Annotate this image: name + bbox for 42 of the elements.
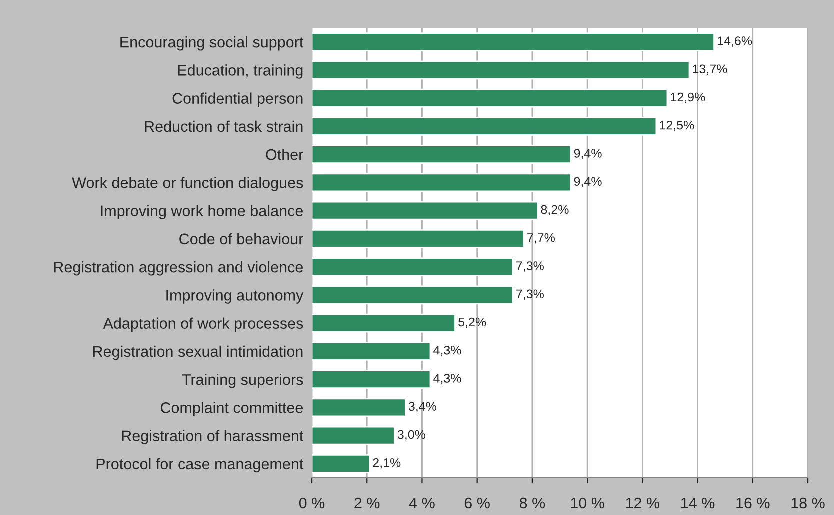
data-label: 12,5% [660,120,694,132]
y-tick-label: Confidential person [172,92,303,108]
data-label: 8,2% [541,205,569,216]
x-tick-label: 0 % [299,498,325,509]
data-label: 9,4% [574,177,602,188]
x-tick-label: 4 % [409,498,435,509]
x-tick-label: 14 % [682,498,715,509]
data-label: 7,3% [516,290,544,300]
y-tick-label: Registration of harassment [122,430,304,445]
x-tick-label: 2 % [354,498,380,509]
data-label: 2,1% [373,458,401,469]
data-label: 4,3% [434,346,462,356]
x-tick-label: 8 % [520,498,546,509]
y-tick-label: Other [266,149,304,160]
y-tick-label: Training superiors [182,374,304,388]
x-tick-label: 18 % [792,498,825,509]
y-tick-label: Improving autonomy [166,290,304,304]
data-label: 9,4% [574,149,602,160]
data-label: 4,3% [434,374,462,384]
y-tick-label: Reduction of task strain [145,120,303,132]
data-label: 14,6% [718,36,752,47]
x-tick-label: 10 % [571,498,604,509]
y-tick-label: Education, training [178,64,303,79]
y-tick-label: Code of behaviour [180,233,304,245]
y-tick-label: Registration sexual intimidation [93,346,303,360]
y-tick-label: Protocol for case management [96,458,304,473]
x-tick-label: 6 % [464,498,490,509]
y-tick-label: Encouraging social support [120,36,304,51]
data-label: 5,2% [458,318,486,328]
y-tick-label: Complaint committee [160,402,303,416]
x-tick-label: 16 % [736,498,770,509]
data-label: 7,3% [516,262,544,272]
x-tick-label: 12 % [626,498,660,509]
data-label: 3,0% [398,430,426,441]
data-label: 13,7% [693,64,728,76]
y-tick-label: Adaptation of work processes [103,318,304,332]
data-label: 12,9% [671,92,706,104]
data-label: 3,4% [408,402,437,413]
data-label: 7,7% [528,233,555,244]
y-tick-label: Work debate or function dialogues [72,177,304,192]
y-tick-label: Registration aggression and violence [54,262,304,276]
y-tick-label: Improving work home balance [101,205,303,220]
